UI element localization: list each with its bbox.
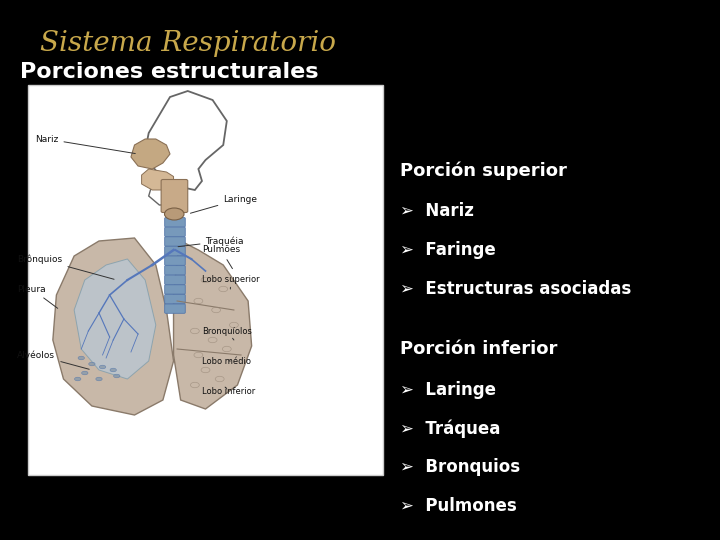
Ellipse shape xyxy=(114,374,120,378)
Text: Porciones estructurales: Porciones estructurales xyxy=(20,62,318,82)
FancyBboxPatch shape xyxy=(165,294,185,303)
Text: ➢  Pulmones: ➢ Pulmones xyxy=(400,497,516,515)
Text: Nariz: Nariz xyxy=(35,134,135,153)
Text: ➢  Bronquios: ➢ Bronquios xyxy=(400,458,520,476)
Text: ➢  Nariz: ➢ Nariz xyxy=(400,202,474,220)
Text: Pulmões: Pulmões xyxy=(202,246,240,268)
Text: Brônquios: Brônquios xyxy=(17,254,114,279)
Text: Lobo médio: Lobo médio xyxy=(202,356,251,366)
FancyBboxPatch shape xyxy=(165,218,185,227)
Text: Alvéolos: Alvéolos xyxy=(17,350,89,369)
FancyBboxPatch shape xyxy=(165,304,185,313)
FancyBboxPatch shape xyxy=(165,227,185,237)
Polygon shape xyxy=(174,241,252,409)
Text: Porción superior: Porción superior xyxy=(400,162,567,180)
Text: ➢  Estructuras asociadas: ➢ Estructuras asociadas xyxy=(400,280,631,298)
Text: Porción inferior: Porción inferior xyxy=(400,340,557,358)
FancyBboxPatch shape xyxy=(165,285,185,294)
Polygon shape xyxy=(131,139,170,169)
FancyBboxPatch shape xyxy=(165,266,185,275)
Ellipse shape xyxy=(74,377,81,381)
Ellipse shape xyxy=(96,377,102,381)
Ellipse shape xyxy=(99,365,106,369)
Polygon shape xyxy=(142,169,174,190)
FancyBboxPatch shape xyxy=(165,246,185,256)
Ellipse shape xyxy=(78,356,84,360)
FancyBboxPatch shape xyxy=(161,179,188,213)
Ellipse shape xyxy=(89,362,95,366)
FancyBboxPatch shape xyxy=(165,275,185,285)
FancyBboxPatch shape xyxy=(165,256,185,265)
Ellipse shape xyxy=(110,368,117,372)
Text: ➢  Laringe: ➢ Laringe xyxy=(400,381,495,399)
Bar xyxy=(28,85,383,475)
Text: Pleura: Pleura xyxy=(17,285,58,308)
Text: Lobo superior: Lobo superior xyxy=(202,275,260,289)
Text: Sistema Respiratorio: Sistema Respiratorio xyxy=(40,30,336,57)
Text: Laringe: Laringe xyxy=(190,194,257,213)
Ellipse shape xyxy=(164,208,184,220)
Polygon shape xyxy=(74,259,156,379)
Text: ➢  Tráquea: ➢ Tráquea xyxy=(400,420,500,438)
Polygon shape xyxy=(53,238,174,415)
Text: Traquéia: Traquéia xyxy=(178,237,244,247)
FancyBboxPatch shape xyxy=(165,237,185,246)
Text: ➢  Faringe: ➢ Faringe xyxy=(400,241,495,259)
Ellipse shape xyxy=(81,371,88,375)
Text: Bronquíolos: Bronquíolos xyxy=(202,327,252,340)
Text: Lobo inferior: Lobo inferior xyxy=(202,387,255,395)
